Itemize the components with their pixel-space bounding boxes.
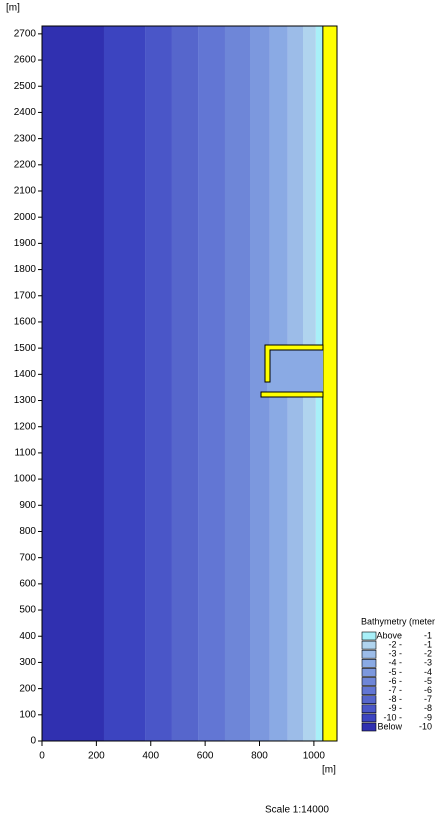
breakwater-north [264, 344, 324, 383]
legend-swatch [361, 649, 377, 659]
legend-label: -4 - [389, 658, 403, 668]
y-tick-label: 2700 [14, 28, 37, 39]
y-tick-label: 100 [19, 709, 36, 720]
x-tick-label: 400 [142, 751, 159, 762]
legend-upper: -1 [424, 630, 432, 640]
breakwater-south [260, 391, 324, 398]
legend-label: Above [376, 630, 402, 640]
plot [42, 25, 338, 742]
depth-band [145, 26, 172, 741]
legend-upper: -6 [424, 685, 432, 695]
legend-upper: -9 [424, 712, 432, 722]
x-tick-label: 200 [88, 751, 105, 762]
depth-band [103, 26, 146, 741]
legend-label: -5 - [389, 667, 403, 677]
y-tick-label: 700 [19, 552, 36, 563]
legend-label: -9 - [389, 703, 403, 713]
legend-upper: -8 [424, 703, 432, 713]
y-tick-label: 1200 [14, 421, 37, 432]
y-tick-label: 1700 [14, 290, 37, 301]
y-tick-label: 800 [19, 526, 36, 537]
y-tick-label: 2100 [14, 186, 37, 197]
y-tick-label: 1500 [14, 343, 37, 354]
y-tick-label: 300 [19, 657, 36, 668]
y-tick-label: 1900 [14, 238, 37, 249]
depth-band [224, 26, 250, 741]
legend-label: -10 - [383, 712, 402, 722]
legend-swatch [361, 640, 377, 650]
legend-upper: -4 [424, 667, 432, 677]
x-tick-label: 600 [197, 751, 214, 762]
legend-swatch [361, 668, 377, 677]
legend-upper: -7 [424, 694, 432, 704]
legend-swatch [361, 695, 377, 705]
x-tick-label: 800 [251, 751, 268, 762]
legend: Above -1 -2 - -1 -3 - -2 -4 - -3 -5 - -4 -6 - -5 -7 … [361, 630, 432, 732]
x-tick-label: 0 [39, 751, 45, 762]
scale-text: Scale 1:14000 [265, 805, 329, 815]
y-tick-label: 2600 [14, 55, 37, 66]
y-tick-label: 2300 [14, 133, 37, 144]
y-tick-label: 2000 [14, 212, 37, 223]
legend-label: Below [377, 721, 402, 731]
depth-band [249, 26, 270, 741]
legend-upper: -5 [424, 676, 432, 686]
legend-swatch [361, 631, 377, 641]
y-tick-label: 2400 [14, 107, 37, 118]
y-tick-label: 1300 [14, 395, 37, 406]
harbour-structure [260, 344, 324, 398]
y-tick-label: 200 [19, 683, 36, 694]
legend-label: -3 - [389, 649, 403, 659]
y-tick-label: 400 [19, 631, 36, 642]
legend-label: -8 - [389, 694, 403, 704]
legend-upper: -3 [424, 658, 432, 668]
legend-title: Bathymetry (meter [361, 616, 435, 626]
legend-swatch [361, 677, 377, 686]
y-tick-label: 900 [19, 500, 36, 511]
depth-band [198, 26, 225, 741]
legend-label: -6 - [389, 676, 403, 686]
legend-upper: -10 [419, 721, 432, 731]
legend-swatch [361, 658, 377, 668]
legend-swatch [361, 686, 377, 695]
y-tick-label: 500 [19, 605, 36, 616]
y-tick-label: 2200 [14, 159, 37, 170]
y-tick-label: 1000 [14, 474, 37, 485]
legend-swatch [361, 704, 377, 714]
legend-label: -7 - [389, 685, 403, 695]
land [322, 25, 338, 742]
legend-swatch [361, 713, 377, 723]
plot-frame [41, 25, 338, 742]
legend-swatch [361, 722, 377, 732]
legend-upper: -2 [424, 649, 432, 659]
y-tick-label: 2500 [14, 81, 37, 92]
x-tick-label: 1000 [303, 751, 326, 762]
y-tick-label: 1100 [14, 448, 36, 459]
y-tick-label: 1400 [14, 369, 37, 380]
legend-upper: -1 [424, 639, 432, 649]
x-unit: [m] [322, 765, 336, 776]
y-unit: [m] [6, 3, 20, 14]
depth-band [42, 26, 104, 741]
legend-label: -2 - [389, 639, 403, 649]
y-tick-label: 0 [30, 736, 36, 747]
y-tick-label: 1800 [14, 264, 37, 275]
depth-band [171, 26, 199, 741]
y-tick-label: 600 [19, 578, 36, 589]
harbour-basin [267, 348, 323, 393]
y-tick-label: 1600 [14, 317, 37, 328]
